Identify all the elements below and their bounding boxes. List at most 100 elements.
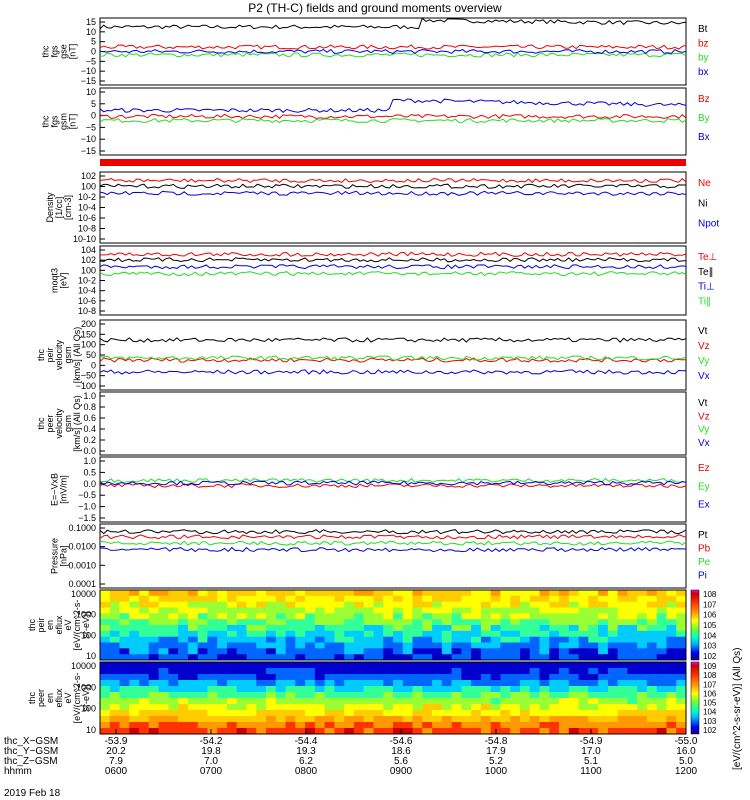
spectrogram-cell — [305, 625, 316, 632]
spectrogram-cell — [266, 613, 277, 620]
spectrogram-cell — [520, 648, 531, 655]
y-tick-label: 15 — [86, 17, 96, 27]
spectrogram-cell — [305, 728, 316, 735]
spectrogram-cell — [266, 704, 277, 711]
spectrogram-cell — [432, 698, 443, 705]
spectrogram-cell — [187, 654, 199, 661]
spectrogram-cell — [402, 601, 414, 608]
spectrogram-cell — [451, 595, 462, 603]
spectrogram-cell — [187, 674, 199, 681]
spectrogram-cell — [549, 654, 560, 661]
spectrogram-cell — [412, 613, 423, 620]
spectrogram-cell — [656, 619, 667, 626]
spectrogram-cell — [393, 680, 404, 687]
spectrogram-cell — [529, 642, 540, 649]
y-tick-label: 0.0 — [83, 479, 96, 489]
spectrogram-cell — [539, 668, 550, 675]
legend-Pe: Pe — [698, 557, 711, 568]
spectrogram-cell — [256, 619, 267, 626]
spectrogram-cell — [520, 636, 531, 643]
spectrogram-cell — [353, 686, 365, 693]
spectrogram-cell — [676, 601, 687, 608]
panel-frame — [99, 245, 687, 316]
spectrogram-cell — [236, 668, 247, 675]
spectrogram-cell — [363, 668, 374, 675]
spectrogram-cell — [373, 710, 384, 717]
spectrogram-cell — [578, 686, 589, 693]
x-tick-label: -54.4 — [295, 736, 318, 747]
spectrogram-cell — [295, 630, 306, 638]
spectrogram-cell — [422, 668, 433, 675]
spectrogram-cell — [637, 636, 648, 643]
spectrogram-cell — [490, 698, 501, 705]
spectrogram-cell — [480, 613, 492, 620]
spectrogram-cell — [314, 722, 326, 729]
spectrogram-cell — [451, 686, 462, 693]
spectrogram-cell — [627, 590, 638, 597]
spectrogram-cell — [275, 625, 287, 632]
spectrogram-cell — [461, 595, 472, 603]
spectrogram-cell — [246, 692, 257, 699]
x-tick-label: 1000 — [485, 766, 508, 777]
spectrogram-cell — [324, 648, 335, 655]
spectrogram-cell — [520, 607, 531, 614]
spectrogram-cell — [471, 642, 482, 649]
spectrogram-cell — [666, 716, 677, 723]
spectrogram-cell — [383, 692, 394, 699]
spectrogram-cell — [393, 625, 404, 632]
spectrogram-cell — [285, 716, 296, 723]
spectrogram-cell — [187, 642, 199, 649]
spectrogram-cell — [471, 722, 482, 729]
spectrogram-cell — [461, 716, 472, 723]
spectrogram-cell — [559, 642, 570, 649]
spectrogram-cell — [471, 636, 482, 643]
spectrogram-cell — [148, 692, 160, 699]
x-tick-label: 0900 — [390, 766, 413, 777]
spectrogram-cell — [148, 636, 160, 643]
spectrogram-cell — [266, 619, 277, 626]
spectrogram-cell — [510, 590, 521, 597]
spectrogram-cell — [393, 642, 404, 649]
spectrogram-cell — [412, 642, 423, 649]
series-line-bz — [99, 44, 687, 50]
spectrogram-cell — [510, 692, 521, 699]
spectrogram-cell — [607, 662, 619, 669]
spectrogram-cell — [353, 590, 365, 597]
spectrogram-cell — [178, 648, 189, 655]
y-axis-label: [eV] — [59, 272, 69, 288]
spectrogram-cell — [441, 668, 453, 675]
spectrogram-cell — [246, 716, 257, 723]
spectrogram-cell — [480, 686, 492, 693]
spectrogram-cell — [158, 728, 169, 735]
spectrogram-cell — [402, 680, 414, 687]
spectrogram-cell — [227, 704, 238, 711]
spectrogram-cell — [197, 680, 208, 687]
spectrogram-cell — [549, 692, 560, 699]
spectrogram-cell — [422, 630, 433, 638]
spectrogram-cell — [227, 692, 238, 699]
spectrogram-cell — [207, 686, 218, 693]
spectrogram-cell — [197, 692, 208, 699]
legend-Pt: Pt — [698, 530, 708, 541]
y-tick-label: −1.0 — [78, 502, 96, 512]
spectrogram-cell — [178, 625, 189, 632]
spectrogram-cell — [178, 636, 189, 643]
spectrogram-cell — [559, 590, 570, 597]
spectrogram-cell — [461, 625, 472, 632]
spectrogram-cell — [402, 595, 414, 603]
spectrogram-cell — [607, 710, 619, 717]
spectrogram-cell — [510, 716, 521, 723]
spectrogram-cell — [314, 590, 326, 597]
spectrogram-cell — [334, 680, 345, 687]
y-tick-label: 1.0 — [83, 391, 96, 401]
spectrogram-cell — [588, 648, 599, 655]
y-tick-label: 102 — [81, 171, 96, 181]
spectrogram-cell — [139, 668, 150, 675]
spectrogram-cell — [559, 648, 570, 655]
spectrogram-cell — [158, 668, 169, 675]
spectrogram-cell — [295, 590, 306, 597]
y-tick-label: 102 — [81, 255, 96, 265]
spectrogram-cell — [129, 698, 140, 705]
spectrogram-cell — [617, 686, 628, 693]
spectrogram-cell — [353, 680, 365, 687]
